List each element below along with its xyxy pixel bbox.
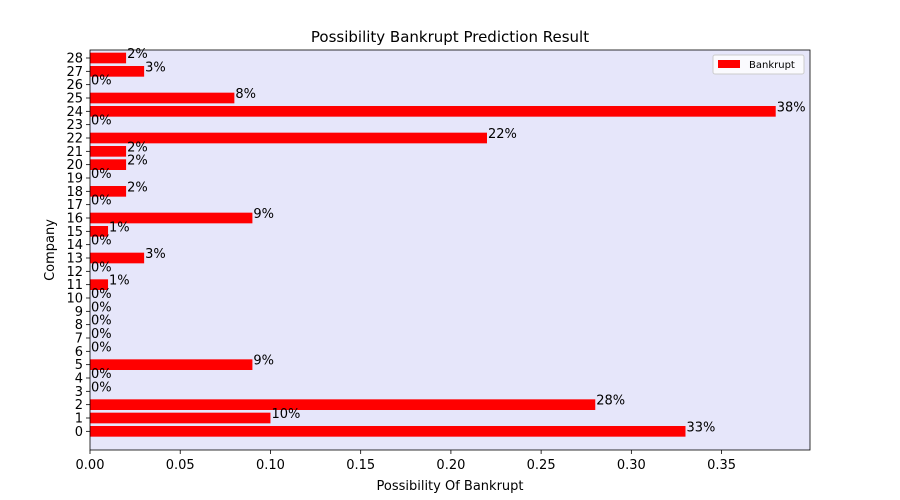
bar-value-label: 2%: [127, 140, 148, 155]
y-tick-label: 13: [66, 252, 83, 267]
bar-value-label: 10%: [271, 407, 300, 422]
legend: Bankrupt: [712, 54, 805, 75]
chart-title: Possibility Bankrupt Prediction Result: [311, 28, 589, 46]
bar-company-15: [90, 226, 109, 237]
bar-value-label: 0%: [91, 287, 112, 302]
y-tick-label: 2: [75, 398, 83, 413]
bar-company-2: [90, 399, 596, 410]
bar-company-21: [90, 146, 127, 157]
bar-value-label: 0%: [91, 327, 112, 342]
y-tick-label: 0: [75, 425, 83, 440]
plot-frame: [89, 49, 811, 451]
x-axis-label: Possibility Of Bankrupt: [376, 479, 523, 494]
bar-value-label: 0%: [91, 340, 112, 355]
bar-company-20: [90, 159, 127, 170]
bar-company-22: [90, 132, 487, 144]
x-tick-label: 0.25: [527, 458, 556, 473]
bar-value-label: 0%: [91, 167, 112, 182]
y-tick-label: 17: [66, 198, 83, 213]
bar-value-label: 28%: [596, 394, 625, 409]
y-ticks-group: 0123456789101112131415161718192021222324…: [66, 52, 90, 440]
bar-company-1: [90, 412, 271, 424]
y-tick-label: 12: [66, 265, 83, 280]
bar-company-27: [90, 66, 145, 77]
y-tick-label: 10: [66, 292, 83, 307]
y-tick-label: 9: [75, 305, 83, 320]
bar-company-11: [90, 279, 109, 290]
bar-company-18: [90, 186, 127, 197]
bar-company-13: [90, 252, 145, 264]
x-ticks-group: 0.00 0.05 0.10 0.15 0.20 0.25 0.30 0.35: [76, 450, 736, 473]
bar-value-label: 2%: [127, 47, 148, 62]
bar-company-0: [90, 426, 686, 437]
x-tick-label: 0.15: [346, 458, 375, 473]
y-tick-label: 14: [66, 238, 83, 253]
bar-value-label: 0%: [91, 114, 112, 129]
bar-value-label: 22%: [488, 127, 517, 142]
bar-value-label: 38%: [777, 100, 806, 115]
y-tick-label: 15: [66, 225, 83, 240]
y-tick-label: 16: [66, 212, 83, 227]
bar-company-5: [90, 359, 253, 370]
bar-value-label: 2%: [127, 180, 148, 195]
y-tick-label: 27: [66, 65, 83, 80]
x-tick-label: 0.10: [256, 458, 285, 473]
x-tick-label: 0.20: [436, 458, 465, 473]
bar-value-label: 0%: [91, 260, 112, 275]
bar-company-24: [90, 106, 776, 117]
bar-company-28: [90, 52, 127, 64]
y-tick-label: 6: [75, 345, 83, 360]
bar-value-label: 0%: [91, 367, 112, 382]
bar-value-label: 0%: [91, 300, 112, 315]
bar-value-label: 1%: [109, 274, 130, 289]
y-tick-label: 18: [66, 185, 83, 200]
bar-value-label: 3%: [145, 60, 166, 75]
y-tick-label: 28: [66, 52, 83, 67]
x-tick-label: 0.00: [76, 458, 105, 473]
x-tick-label: 0.30: [617, 458, 646, 473]
x-tick-label: 0.35: [707, 458, 736, 473]
y-tick-label: 20: [66, 158, 83, 173]
bar-value-label: 9%: [253, 207, 274, 222]
y-tick-label: 8: [75, 318, 83, 333]
legend-box: [712, 54, 805, 75]
bar-value-label: 1%: [109, 220, 130, 235]
bar-value-label: 9%: [253, 354, 274, 369]
bar-value-label: 0%: [91, 194, 112, 209]
x-tick-label: 0.05: [166, 458, 195, 473]
bar-value-label: 8%: [235, 87, 256, 102]
y-tick-label: 22: [66, 132, 83, 147]
y-tick-label: 7: [75, 332, 83, 347]
bar-value-label: 2%: [127, 154, 148, 169]
y-tick-label: 25: [66, 92, 83, 107]
bar-value-label: 0%: [91, 380, 112, 395]
legend-swatch: [718, 60, 740, 68]
y-tick-label: 3: [75, 385, 83, 400]
bar-value-label: 33%: [686, 420, 715, 435]
legend-label: Bankrupt: [749, 60, 795, 71]
y-tick-label: 24: [66, 105, 83, 120]
bar-value-label: 3%: [145, 247, 166, 262]
bar-value-label: 0%: [91, 314, 112, 329]
bar-company-16: [90, 212, 253, 224]
bar-value-label: 0%: [91, 74, 112, 89]
y-tick-label: 26: [66, 78, 83, 93]
bar-company-25: [90, 92, 235, 104]
y-tick-label: 21: [66, 145, 83, 160]
y-tick-label: 11: [66, 278, 83, 293]
bar-value-label: 0%: [91, 234, 112, 249]
y-tick-label: 23: [66, 118, 83, 133]
bar-labels-group: 33%10%28%0%0%9%0%0%0%0%0%1%0%3%0%1%9%0%2…: [91, 47, 806, 435]
y-axis-label: Company: [43, 219, 58, 281]
bars-group: [90, 52, 776, 437]
y-tick-label: 4: [75, 372, 83, 387]
y-tick-label: 19: [66, 172, 83, 187]
y-tick-label: 5: [75, 358, 83, 373]
y-tick-label: 1: [75, 412, 83, 427]
